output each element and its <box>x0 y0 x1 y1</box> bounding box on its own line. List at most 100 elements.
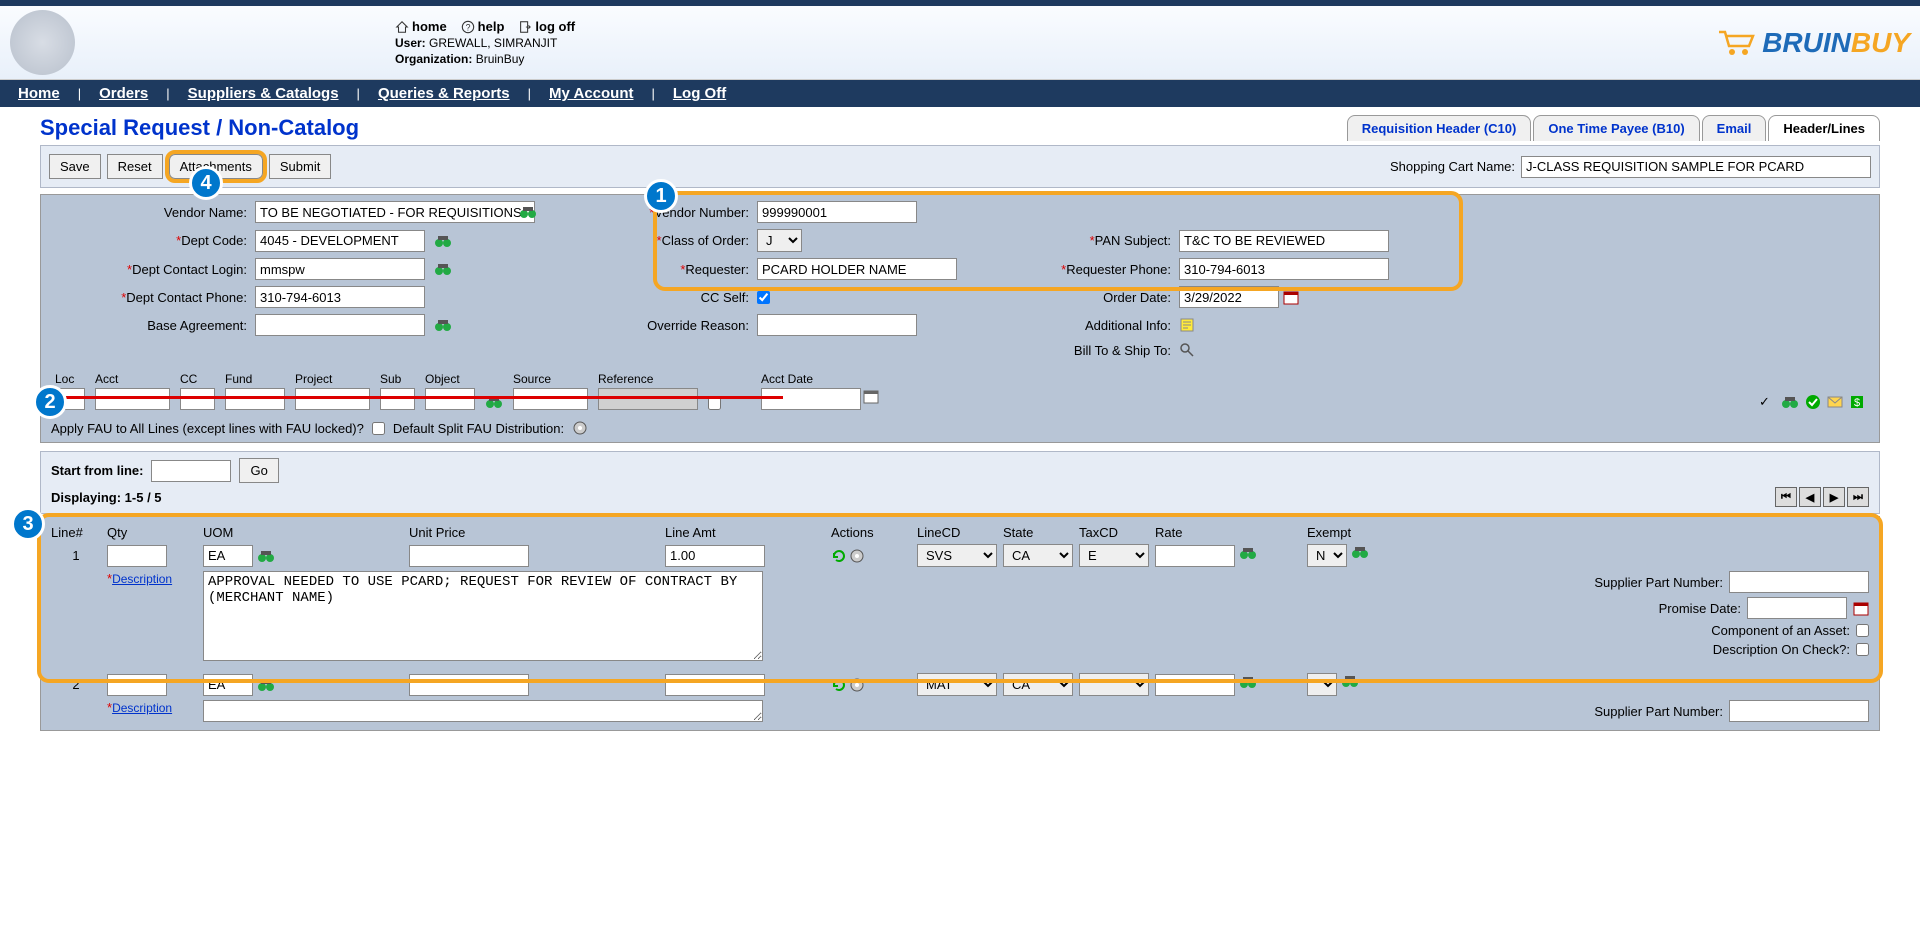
fau-search-icon-2[interactable] <box>1781 394 1799 410</box>
apply-fau-checkbox[interactable] <box>372 422 385 435</box>
fau-source-input[interactable] <box>513 388 588 410</box>
line-1-promise-input[interactable] <box>1747 597 1847 619</box>
line-2-description[interactable] <box>203 700 763 722</box>
override-input[interactable] <box>757 314 917 336</box>
dept-phone-input[interactable] <box>255 286 425 308</box>
order-date-input[interactable] <box>1179 286 1279 308</box>
magnify-icon[interactable] <box>1179 342 1195 358</box>
pager-last[interactable]: ⏭ <box>1847 487 1869 507</box>
nav-orders[interactable]: Orders <box>81 85 166 102</box>
reset-button[interactable]: Reset <box>107 154 163 179</box>
vendor-number-input[interactable] <box>757 201 917 223</box>
line-2-qty[interactable] <box>107 674 167 696</box>
vendor-name-search-icon[interactable] <box>519 204 537 220</box>
cart-name-input[interactable] <box>1521 156 1871 178</box>
line-1-check-check[interactable] <box>1856 643 1869 656</box>
save-button[interactable]: Save <box>49 154 101 179</box>
line-1-state[interactable]: CA <box>1003 544 1073 567</box>
green-check-icon[interactable] <box>1805 394 1821 410</box>
additional-info-label: Additional Info: <box>995 318 1175 333</box>
disc-icon[interactable] <box>572 420 588 436</box>
line-1-taxcd[interactable]: E <box>1079 544 1149 567</box>
line-1-rate-search-icon[interactable] <box>1239 545 1257 561</box>
line-1-linecd[interactable]: SVS <box>917 544 997 567</box>
pager-first[interactable]: ⏮ <box>1775 487 1797 507</box>
fau-object-input[interactable] <box>425 388 475 410</box>
line-2-supplier-input[interactable] <box>1729 700 1869 722</box>
requester-input[interactable] <box>757 258 957 280</box>
cc-self-checkbox[interactable] <box>757 291 770 304</box>
base-agreement-input[interactable] <box>255 314 425 336</box>
line-1-exempt-search-icon[interactable] <box>1351 544 1369 560</box>
line-2-linecd[interactable]: MAT <box>917 673 997 696</box>
tab-header-lines[interactable]: Header/Lines <box>1768 115 1880 141</box>
line-2-uom-search-icon[interactable] <box>257 677 275 693</box>
home-link[interactable]: home <box>395 19 447 34</box>
dept-login-input[interactable] <box>255 258 425 280</box>
vendor-name-input[interactable] <box>255 201 535 223</box>
base-agreement-search-icon[interactable] <box>434 317 452 333</box>
line-2-taxcd[interactable] <box>1079 673 1149 696</box>
nav-queries[interactable]: Queries & Reports <box>360 85 528 102</box>
disc-icon-3[interactable] <box>849 677 865 693</box>
line-2-exempt[interactable] <box>1307 673 1337 696</box>
line-1-uom-search-icon[interactable] <box>257 548 275 564</box>
line-2-uom[interactable] <box>203 674 253 696</box>
nav-home[interactable]: Home <box>0 85 78 102</box>
calendar-icon[interactable] <box>1283 289 1299 305</box>
fau-acctdate-input[interactable] <box>761 388 861 410</box>
class-order-select[interactable]: J <box>757 229 802 252</box>
requester-phone-input[interactable] <box>1179 258 1389 280</box>
line-2-desc-link[interactable]: Description <box>112 701 172 715</box>
line-1-uom[interactable] <box>203 545 253 567</box>
calendar-icon-2[interactable] <box>863 388 879 404</box>
fau-cc-input[interactable] <box>180 388 215 410</box>
pan-subject-input[interactable] <box>1179 230 1389 252</box>
line-1-component-check[interactable] <box>1856 624 1869 637</box>
nav-account[interactable]: My Account <box>531 85 651 102</box>
tab-one-time[interactable]: One Time Payee (B10) <box>1533 115 1699 141</box>
pager-prev[interactable]: ◀ <box>1799 487 1821 507</box>
tab-req-header[interactable]: Requisition Header (C10) <box>1347 115 1532 141</box>
line-1-unitprice[interactable] <box>409 545 529 567</box>
fau-sub-input[interactable] <box>380 388 415 410</box>
line-2-rate[interactable] <box>1155 674 1235 696</box>
disc-icon-2[interactable] <box>849 548 865 564</box>
line-2-exempt-search-icon[interactable] <box>1341 673 1359 689</box>
pager-next[interactable]: ▶ <box>1823 487 1845 507</box>
line-header-block: Start from line: Go Displaying: 1-5 / 5 … <box>40 451 1880 514</box>
line-1-desc-link[interactable]: Description <box>112 572 172 586</box>
envelope-icon[interactable] <box>1827 394 1843 410</box>
note-icon[interactable] <box>1179 317 1195 333</box>
line-2-unitprice[interactable] <box>409 674 529 696</box>
refresh-icon[interactable] <box>831 548 847 564</box>
line-1-qty[interactable] <box>107 545 167 567</box>
tab-email[interactable]: Email <box>1702 115 1767 141</box>
dept-login-search-icon[interactable] <box>434 261 452 277</box>
refresh-icon-2[interactable] <box>831 677 847 693</box>
submit-button[interactable]: Submit <box>269 154 331 179</box>
calendar-icon-3[interactable] <box>1853 600 1869 616</box>
fau-reference-input[interactable] <box>598 388 698 410</box>
dept-code-search-icon[interactable] <box>434 233 452 249</box>
line-2-lineamt[interactable] <box>665 674 765 696</box>
nav-suppliers[interactable]: Suppliers & Catalogs <box>170 85 357 102</box>
line-1-lineamt[interactable] <box>665 545 765 567</box>
line-2-state[interactable]: CA <box>1003 673 1073 696</box>
dept-code-input[interactable] <box>255 230 425 252</box>
check-icon[interactable]: ✓ <box>1759 394 1775 410</box>
start-line-input[interactable] <box>151 460 231 482</box>
help-link[interactable]: ?help <box>461 19 505 34</box>
dollar-icon[interactable]: $ <box>1849 394 1865 410</box>
fau-acct-input[interactable] <box>95 388 170 410</box>
line-1-exempt[interactable]: N <box>1307 544 1347 567</box>
line-1-description[interactable]: APPROVAL NEEDED TO USE PCARD; REQUEST FO… <box>203 571 763 661</box>
nav-logoff[interactable]: Log Off <box>655 85 744 102</box>
line-1-supplier-input[interactable] <box>1729 571 1869 593</box>
line-2-rate-search-icon[interactable] <box>1239 674 1257 690</box>
line-1-rate[interactable] <box>1155 545 1235 567</box>
logoff-link[interactable]: log off <box>518 19 575 34</box>
fau-fund-input[interactable] <box>225 388 285 410</box>
go-button[interactable]: Go <box>239 458 278 483</box>
fau-project-input[interactable] <box>295 388 370 410</box>
